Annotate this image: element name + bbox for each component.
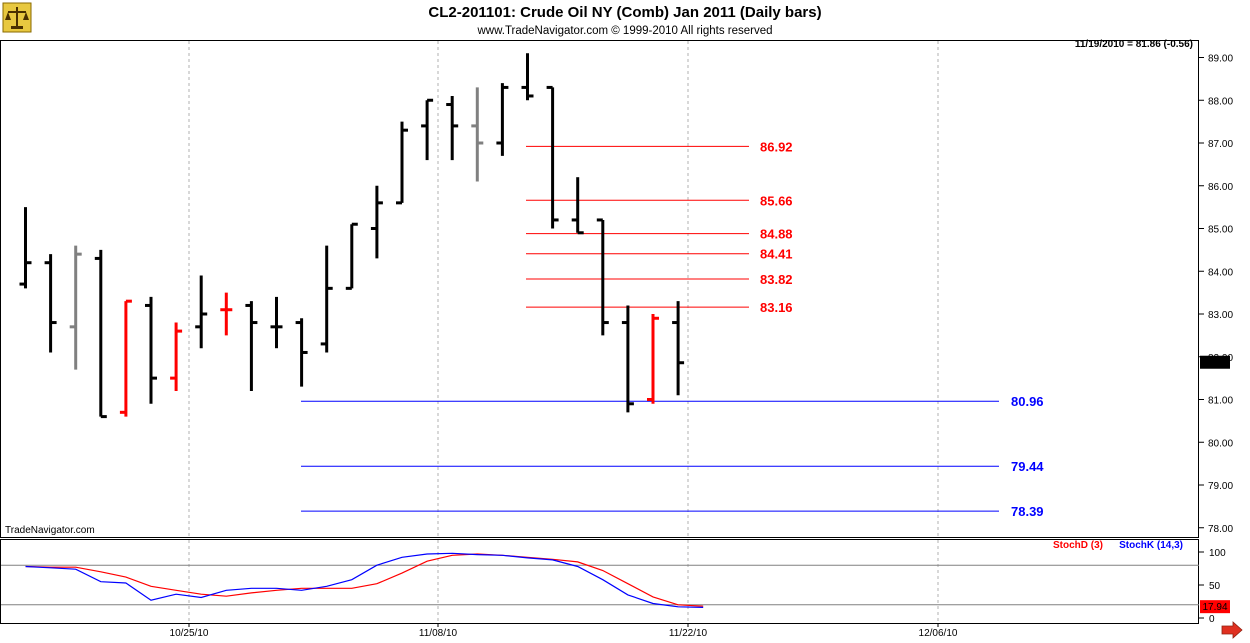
stochastic-pane: 100 50 0 (1, 548, 1226, 625)
level-label-blue: 78.39 (1011, 504, 1044, 519)
y-tick-label: 80.00 (1208, 438, 1233, 449)
ohlc-bar (496, 83, 509, 156)
y-tick-label: 87.00 (1208, 139, 1233, 150)
ohlc-bar (421, 98, 434, 161)
level-label-red: 86.92 (760, 139, 793, 154)
y-tick-label: 85.00 (1208, 225, 1233, 236)
ohlc-bar (571, 177, 584, 235)
ohlc-bar (19, 207, 32, 289)
ohlc-bar (69, 245, 82, 370)
x-tick-label: 11/08/10 (419, 628, 458, 639)
ohlc-bar (446, 95, 459, 161)
level-label-blue: 79.44 (1011, 459, 1044, 474)
chart-subtitle: www.TradeNavigator.com © 1999-2010 All r… (476, 25, 772, 37)
current-price-marker: 81.86 (1200, 355, 1230, 370)
osc-tick-label: 100 (1209, 548, 1226, 559)
stoch-series-line (25, 553, 704, 607)
watermark: TradeNavigator.com (5, 525, 95, 536)
price-pane-frame (0, 40, 1199, 538)
ohlc-bar (119, 299, 132, 417)
ohlc-bar (345, 222, 358, 290)
ohlc-bar (546, 85, 559, 229)
ohlc-bar (245, 301, 258, 391)
level-label-red: 84.41 (760, 247, 793, 262)
x-tick-label: 11/22/10 (669, 628, 708, 639)
y-tick-label: 79.00 (1208, 481, 1233, 492)
x-tick-label: 10/25/10 (170, 628, 209, 639)
date-axis: 10/25/10 11/08/10 11/22/10 12/06/10 (170, 623, 958, 639)
ohlc-bar (220, 292, 233, 336)
ohlc-bar (94, 249, 107, 419)
legend-stochd: StochD (3) (1053, 540, 1103, 551)
level-lines: 86.92 85.66 84.88 84.41 83.82 83.16 80.96 79.44… (301, 139, 1044, 519)
y-tick-label: 86.00 (1208, 182, 1233, 193)
ohlc-bar (647, 314, 659, 404)
level-label-red: 84.88 (760, 227, 793, 242)
ohlc-bar (370, 185, 383, 259)
ohlc-bar (295, 318, 308, 387)
level-label-red: 83.16 (760, 300, 793, 315)
ohlc-bar (521, 53, 534, 101)
ohlc-bar (596, 218, 609, 336)
ohlc-bar (270, 296, 283, 349)
ohlc-bar (396, 121, 408, 205)
chart-title: CL2-201101: Crude Oil NY (Comb) Jan 2011… (428, 4, 821, 21)
y-tick-label: 81.00 (1208, 396, 1233, 407)
current-stoch-label: 17.94 (1202, 602, 1227, 613)
ohlc-bar (145, 296, 157, 404)
oscillator-pane-frame (0, 539, 1199, 624)
ohlc-bar (471, 87, 484, 182)
last-price-info: 11/19/2010 = 81.86 (-0.56) (1075, 39, 1193, 50)
level-label-red: 83.82 (760, 272, 793, 287)
y-tick-label: 84.00 (1208, 267, 1233, 278)
osc-tick-label: 50 (1209, 581, 1221, 592)
ohlc-bar (195, 275, 208, 349)
x-tick-label: 12/06/10 (919, 628, 958, 639)
y-tick-label: 88.00 (1208, 96, 1233, 107)
level-label-red: 85.66 (760, 193, 793, 208)
ohlc-bar (170, 322, 183, 391)
level-label-blue: 80.96 (1011, 394, 1044, 409)
y-tick-label: 89.00 (1208, 54, 1233, 65)
logo-icon (2, 2, 32, 33)
arrow-right-icon[interactable] (1221, 621, 1243, 639)
scroll-right-button[interactable] (1214, 620, 1246, 640)
osc-tick-label: 0 (1209, 614, 1215, 625)
ohlc-bar (320, 245, 333, 353)
y-tick-label: 78.00 (1208, 524, 1233, 535)
ohlc-bars (19, 53, 685, 419)
stoch-series-line (25, 552, 704, 608)
y-tick-label: 83.00 (1208, 310, 1233, 321)
current-price-label: 81.86 (1202, 359, 1227, 370)
ohlc-bar (672, 301, 685, 396)
ohlc-bar (44, 254, 57, 353)
current-stoch-marker: 17.94 (1200, 600, 1230, 614)
legend-stochk: StochK (14,3) (1119, 540, 1183, 551)
ohlc-bar (621, 305, 634, 413)
price-axis: 89.0088.0087.0086.0085.0084.0083.0082.00… (1199, 54, 1233, 535)
